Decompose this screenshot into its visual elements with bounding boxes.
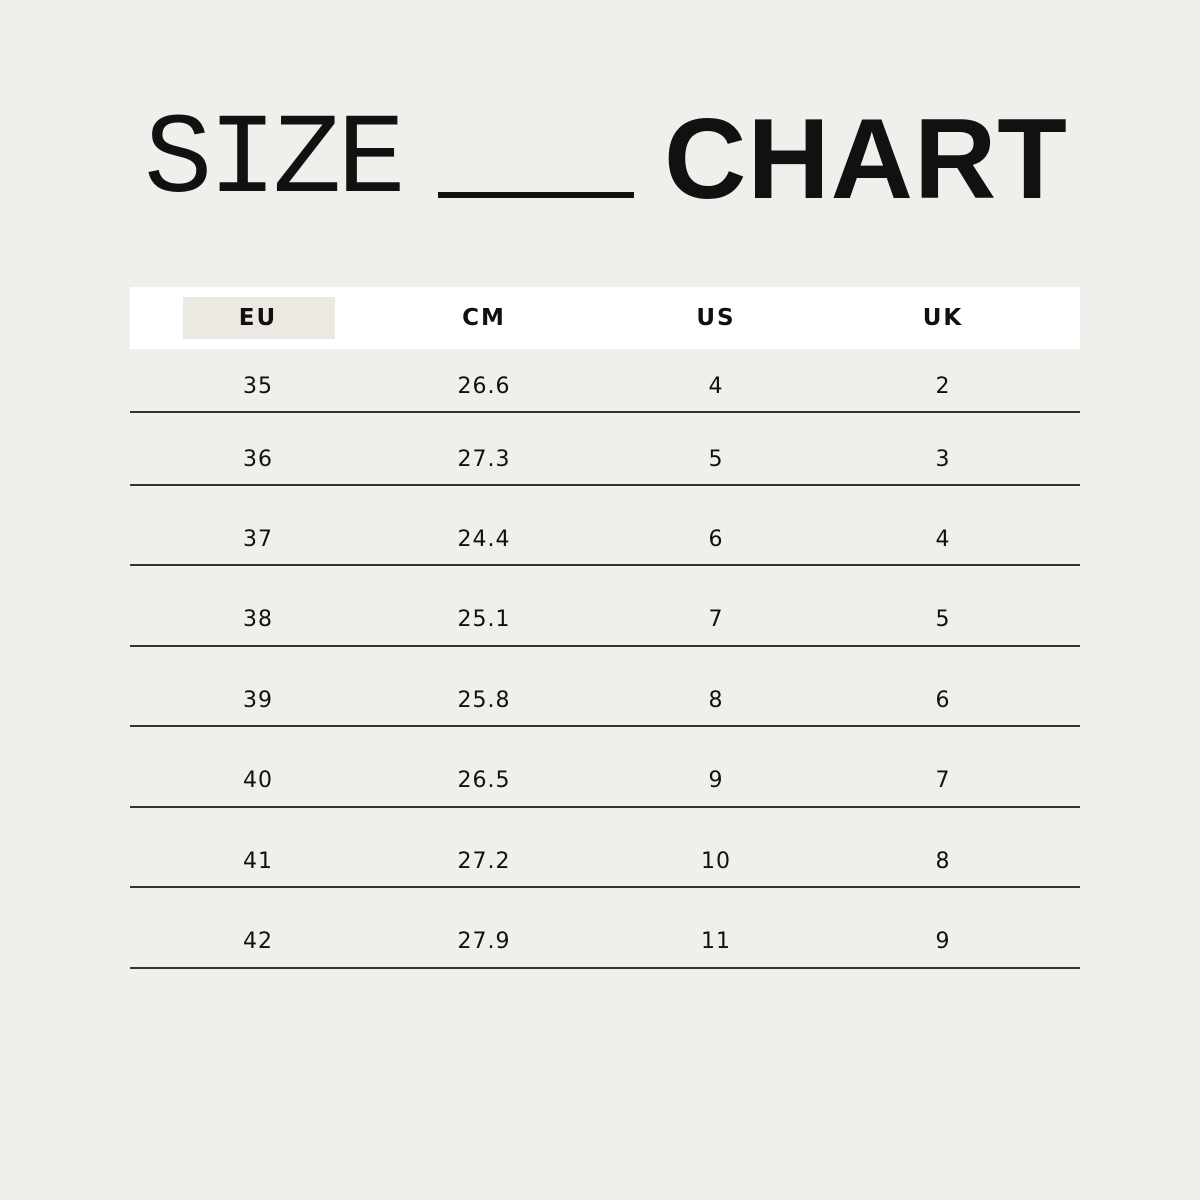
cell-eu: 41 <box>243 849 273 874</box>
cell-cm: 26.5 <box>457 768 511 793</box>
cell-cm: 25.1 <box>457 607 511 632</box>
row-divider <box>130 725 1080 727</box>
column-header-uk: UK <box>922 305 964 331</box>
column-header-cm: CM <box>462 305 506 331</box>
cell-eu: 38 <box>243 607 273 632</box>
table-header: EU CM US UK <box>130 287 1080 349</box>
eu-highlight <box>183 297 335 339</box>
row-divider <box>130 886 1080 888</box>
cell-uk: 4 <box>935 527 951 552</box>
title-size: SIZE <box>144 97 406 226</box>
cell-us: 5 <box>708 447 724 472</box>
cell-eu: 40 <box>243 768 273 793</box>
cell-eu: 42 <box>243 929 273 954</box>
cell-us: 6 <box>708 527 724 552</box>
cell-uk: 3 <box>935 447 951 472</box>
cell-cm: 27.3 <box>457 447 511 472</box>
cell-uk: 9 <box>935 929 951 954</box>
row-divider <box>130 967 1080 969</box>
cell-uk: 8 <box>935 849 951 874</box>
cell-uk: 2 <box>935 374 951 399</box>
cell-us: 8 <box>708 688 724 713</box>
cell-cm: 27.2 <box>457 849 511 874</box>
title-chart: CHART <box>664 96 1068 223</box>
cell-us: 11 <box>701 929 731 954</box>
cell-eu: 36 <box>243 447 273 472</box>
cell-eu: 37 <box>243 527 273 552</box>
cell-cm: 27.9 <box>457 929 511 954</box>
title-divider <box>438 192 634 198</box>
row-divider <box>130 806 1080 808</box>
cell-eu: 35 <box>243 374 273 399</box>
row-divider <box>130 411 1080 413</box>
column-header-us: US <box>696 305 736 331</box>
cell-us: 10 <box>701 849 731 874</box>
row-divider <box>130 564 1080 566</box>
cell-us: 7 <box>708 607 724 632</box>
cell-cm: 25.8 <box>457 688 511 713</box>
column-header-eu: EU <box>238 305 278 331</box>
cell-eu: 39 <box>243 688 273 713</box>
row-divider <box>130 645 1080 647</box>
cell-uk: 6 <box>935 688 951 713</box>
cell-us: 4 <box>708 374 724 399</box>
cell-uk: 5 <box>935 607 951 632</box>
cell-cm: 24.4 <box>457 527 511 552</box>
cell-cm: 26.6 <box>457 374 511 399</box>
cell-uk: 7 <box>935 768 951 793</box>
cell-us: 9 <box>708 768 724 793</box>
row-divider <box>130 484 1080 486</box>
